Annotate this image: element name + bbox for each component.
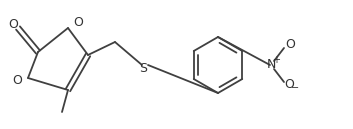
Text: O: O bbox=[12, 74, 22, 87]
Text: O: O bbox=[8, 18, 18, 30]
Text: O: O bbox=[285, 38, 295, 51]
Text: N: N bbox=[266, 58, 276, 71]
Text: −: − bbox=[291, 83, 299, 93]
Text: S: S bbox=[139, 62, 147, 75]
Text: +: + bbox=[272, 55, 280, 65]
Text: O: O bbox=[73, 17, 83, 30]
Text: O: O bbox=[284, 79, 294, 91]
